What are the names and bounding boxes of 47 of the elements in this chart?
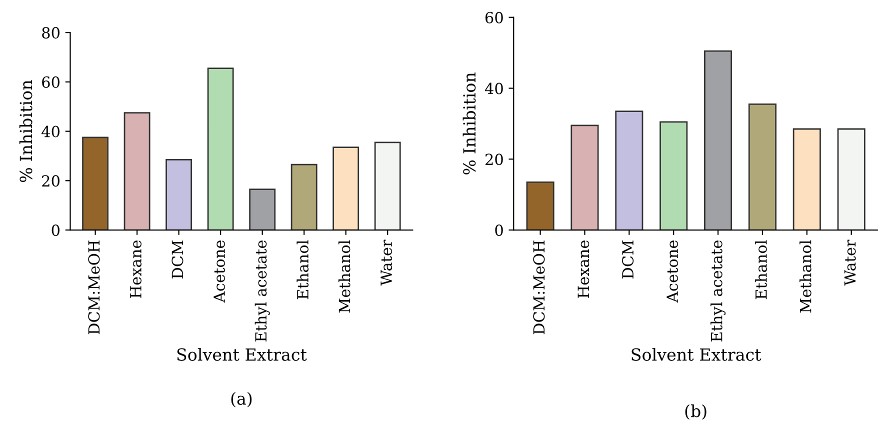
bar	[570, 124, 599, 230]
bar	[837, 128, 866, 230]
x-tick-label: Ethyl acetate	[254, 240, 270, 342]
bar	[332, 146, 360, 230]
bar	[660, 121, 688, 230]
bar	[166, 158, 192, 230]
x-tick-label: DCM:MeOH	[533, 240, 545, 334]
y-tick-label: 0	[495, 224, 503, 236]
text: (a)	[231, 392, 252, 408]
x-tick-label: Methanol	[338, 240, 350, 313]
x-tick-label: Acetone	[666, 240, 678, 303]
x-tick-label: DCM	[172, 240, 184, 278]
x-tick-label: Water	[380, 240, 392, 286]
bar	[748, 104, 776, 230]
x-tick-label: Water	[844, 240, 856, 286]
bar	[82, 136, 109, 230]
bar	[249, 188, 276, 230]
y-tick-label: 0	[52, 224, 60, 236]
x-tick-label: DCM:MeOH	[88, 240, 100, 334]
x-tick-label: DCM	[622, 240, 634, 278]
y-tick-label: 20	[486, 154, 503, 166]
x-tick-label: Ethanol	[296, 240, 309, 300]
x-axis-title: Solvent Extract	[632, 348, 762, 361]
bar	[526, 181, 554, 230]
y-tick-label: 60	[42, 76, 60, 88]
bar	[792, 128, 821, 230]
bar	[207, 68, 234, 230]
x-tick-label: Hexane	[578, 240, 590, 298]
x-tick-label: Hexane	[130, 240, 142, 298]
bar	[615, 110, 644, 230]
y-axis-title: % Inhibition	[462, 72, 476, 174]
y-tick-label: 40	[484, 82, 503, 94]
y-tick-label: 40	[42, 126, 60, 138]
x-axis-title: Solvent Extract	[177, 348, 307, 361]
bar	[374, 142, 401, 230]
y-tick-label: 80	[42, 27, 60, 39]
bar	[124, 112, 150, 230]
x-tick-label: Methanol	[800, 240, 812, 313]
text: (b)	[685, 404, 706, 420]
y-tick-label: 60	[485, 12, 503, 24]
bar	[290, 164, 318, 230]
x-tick-label: Ethanol	[755, 240, 767, 300]
y-axis-title: % Inhibition	[19, 80, 32, 182]
bar	[704, 50, 732, 230]
y-tick-label: 20	[42, 175, 60, 187]
x-tick-label: Ethyl acetate	[710, 240, 726, 342]
x-tick-label: Acetone	[214, 240, 226, 303]
